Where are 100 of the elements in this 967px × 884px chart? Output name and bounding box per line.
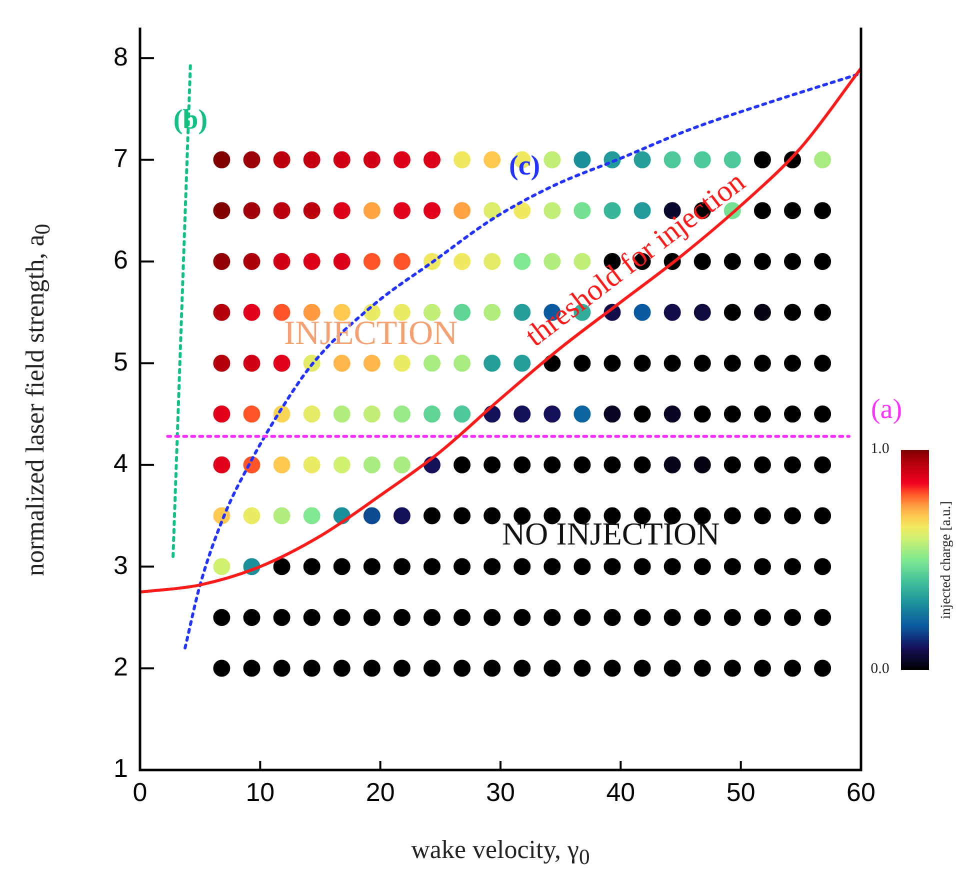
point [694, 660, 711, 677]
point [273, 202, 290, 220]
point [634, 202, 651, 220]
point [574, 202, 591, 220]
point [514, 456, 531, 474]
point [544, 558, 561, 576]
point [754, 507, 771, 524]
point [514, 608, 531, 626]
point [363, 558, 380, 576]
point [454, 202, 471, 220]
point [664, 354, 681, 372]
point [604, 456, 621, 474]
point [303, 608, 320, 626]
point [243, 304, 260, 321]
point [363, 354, 380, 372]
point [784, 304, 802, 321]
point [574, 151, 591, 168]
point [273, 151, 290, 168]
y-tick-label: 7 [114, 142, 128, 173]
point [694, 558, 711, 576]
point [544, 202, 561, 220]
point [484, 253, 501, 270]
point [784, 456, 802, 474]
series-label: (b) [173, 104, 208, 136]
point [393, 151, 410, 168]
point [484, 507, 501, 524]
point [303, 660, 320, 677]
color-bar-title: injected charge [a.u.] [939, 501, 955, 619]
point [604, 558, 621, 576]
point [363, 253, 380, 270]
point [273, 253, 290, 270]
point [754, 608, 771, 626]
color-bar-label: 0.0 [870, 661, 890, 678]
point [273, 354, 290, 372]
point [724, 558, 741, 576]
point [303, 507, 320, 524]
point [393, 406, 410, 423]
point [544, 456, 561, 474]
point [784, 507, 802, 524]
point [604, 202, 621, 220]
point [243, 507, 260, 524]
point [333, 608, 350, 626]
point [724, 304, 741, 321]
point [754, 354, 771, 372]
point [213, 558, 230, 576]
point [754, 660, 771, 677]
point [484, 608, 501, 626]
point [574, 456, 591, 474]
point [273, 456, 290, 474]
point [273, 558, 290, 576]
point [454, 660, 471, 677]
point [213, 202, 230, 220]
point [454, 304, 471, 321]
point [424, 202, 441, 220]
point [243, 354, 260, 372]
point [784, 660, 802, 677]
point [484, 304, 501, 321]
point [213, 151, 230, 168]
point [784, 253, 802, 270]
point [664, 608, 681, 626]
point [754, 304, 771, 321]
point [574, 558, 591, 576]
point [574, 507, 591, 524]
x-tick-label: 40 [606, 776, 636, 807]
point [634, 406, 651, 423]
point [604, 507, 621, 524]
point [544, 507, 561, 524]
point [303, 558, 320, 576]
point [544, 660, 561, 677]
point [273, 608, 290, 626]
point [784, 608, 802, 626]
point [694, 507, 711, 524]
point [724, 456, 741, 474]
point [664, 507, 681, 524]
point [424, 354, 441, 372]
point [363, 608, 380, 626]
point [333, 253, 350, 270]
point [424, 608, 441, 626]
point [514, 406, 531, 423]
point [724, 151, 741, 168]
point [814, 406, 832, 423]
point [694, 151, 711, 168]
point [724, 660, 741, 677]
point [454, 608, 471, 626]
y-tick-label: 6 [114, 244, 128, 275]
point [393, 660, 410, 677]
x-tick-label: 50 [726, 776, 756, 807]
point [333, 354, 350, 372]
y-tick-label: 3 [114, 550, 128, 580]
point [393, 202, 410, 220]
point [273, 507, 290, 524]
x-tick-label: 10 [246, 776, 275, 807]
point [634, 507, 651, 524]
point [333, 558, 350, 576]
point [694, 406, 711, 423]
point [393, 608, 410, 626]
point [694, 608, 711, 626]
point [784, 354, 802, 372]
point [604, 660, 621, 677]
point [634, 660, 651, 677]
